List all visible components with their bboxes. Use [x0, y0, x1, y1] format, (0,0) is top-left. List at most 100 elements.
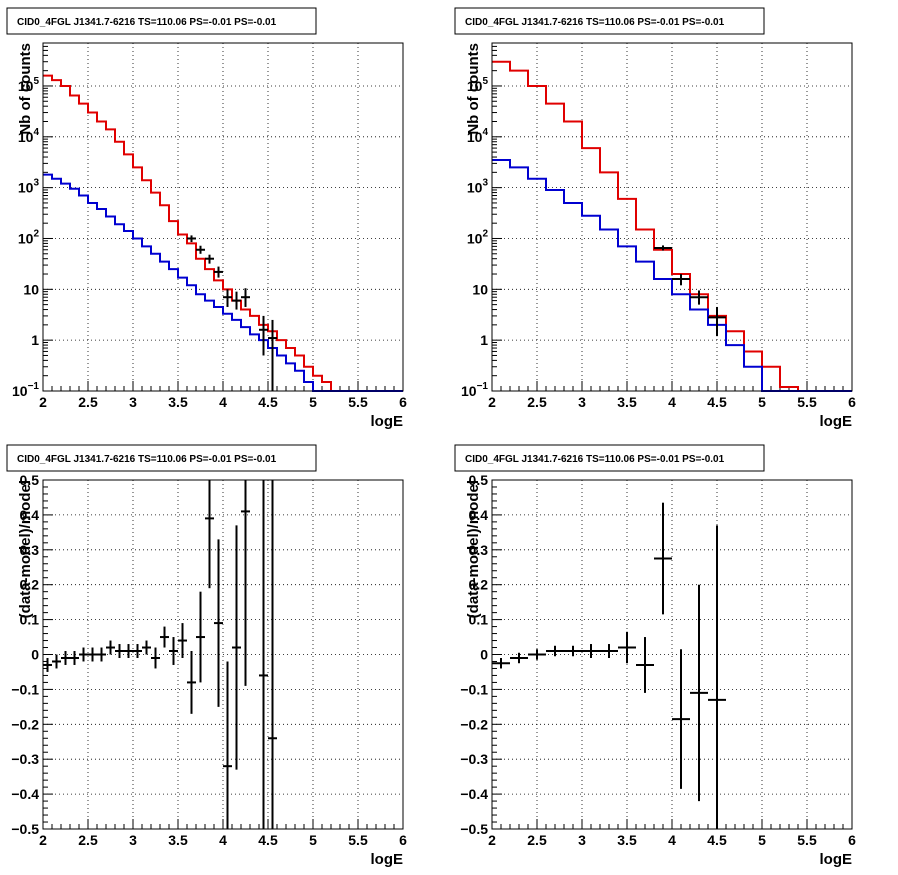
- residual-point: [690, 584, 708, 802]
- x-tick-label: 4.5: [707, 394, 727, 410]
- y-axis-label: Nb of counts: [17, 43, 34, 135]
- x-tick-label: 5: [758, 394, 766, 410]
- panel-4: CID0_4FGL J1341.7-6216 TS=110.06 PS=-0.0…: [454, 444, 856, 868]
- x-tick-label: 3.5: [617, 394, 637, 410]
- grid: [492, 480, 852, 829]
- data-point: [232, 291, 241, 310]
- residual-point: [259, 480, 268, 829]
- x-tick-label: 3: [578, 832, 586, 848]
- data-point: [672, 274, 690, 286]
- y-tick-label: 10: [472, 281, 488, 297]
- y-tick-label: −0.5: [11, 821, 39, 837]
- x-tick-label: 4.5: [258, 832, 278, 848]
- y-tick-label: 0.4: [469, 507, 489, 523]
- x-tick-label: 3: [129, 394, 137, 410]
- y-tick-label: 0.5: [469, 472, 489, 488]
- x-tick-label: 4.5: [258, 394, 278, 410]
- residual-point: [151, 647, 160, 669]
- residual-point: [88, 647, 97, 662]
- y-tick-label: 0: [31, 647, 39, 663]
- residual-point: [510, 652, 528, 664]
- x-tick-label: 6: [848, 832, 856, 848]
- residual-point: [492, 657, 510, 669]
- y-tick-label: −0.1: [460, 681, 488, 697]
- residual-point: [214, 539, 223, 707]
- series-1-histogram: [43, 74, 403, 392]
- panel-title: CID0_4FGL J1341.7-6216 TS=110.06 PS=-0.0…: [465, 17, 725, 28]
- title-box-frame: [6, 444, 317, 472]
- x-tick-label: 4: [219, 832, 227, 848]
- y-tick-label: 1: [31, 332, 39, 348]
- y-axis-label: (data-model)/model: [17, 480, 34, 618]
- x-tick-label: 2: [39, 394, 47, 410]
- data-point: [241, 288, 250, 307]
- x-axis-label: logE: [820, 413, 853, 430]
- x-tick-label: 2.5: [527, 832, 547, 848]
- x-axis-label: logE: [820, 851, 853, 868]
- title-box-frame: [454, 444, 765, 472]
- residual-point: [187, 651, 196, 714]
- y-tick-label: −0.2: [11, 716, 39, 732]
- x-tick-label: 4: [668, 832, 676, 848]
- x-tick-label: 4: [219, 394, 227, 410]
- series-2-histogram: [43, 173, 403, 392]
- residual-point: [196, 591, 205, 683]
- x-tick-label: 3: [578, 394, 586, 410]
- y-tick-label: 0.1: [469, 612, 489, 628]
- residual-point: [106, 640, 115, 655]
- residual-point: [97, 647, 106, 662]
- x-tick-label: 5: [309, 394, 317, 410]
- residual-point: [268, 480, 277, 829]
- residual-point: [115, 644, 124, 658]
- residual-point: [528, 649, 546, 660]
- x-tick-label: 5.5: [348, 394, 368, 410]
- y-tick-label: 0.3: [20, 542, 40, 558]
- residual-point: [223, 661, 232, 829]
- residual-point: [133, 644, 142, 658]
- y-tick-label: −0.5: [460, 821, 488, 837]
- x-tick-label: 3: [129, 832, 137, 848]
- y-tick-label: −0.4: [460, 786, 488, 802]
- panel-title: CID0_4FGL J1341.7-6216 TS=110.06 PS=-0.0…: [17, 454, 277, 465]
- y-tick-label: 10−1: [12, 381, 39, 399]
- x-tick-label: 5.5: [348, 832, 368, 848]
- x-tick-label: 5: [309, 832, 317, 848]
- panel-title: CID0_4FGL J1341.7-6216 TS=110.06 PS=-0.0…: [465, 454, 725, 465]
- plot-frame: [42, 479, 404, 830]
- data-point: [223, 289, 232, 307]
- panel-title-box: CID0_4FGL J1341.7-6216 TS=110.06 PS=-0.0…: [454, 7, 765, 35]
- x-tick-label: 2.5: [78, 832, 98, 848]
- residual-point: [546, 645, 564, 657]
- residual-point: [205, 480, 214, 589]
- data-point: [214, 266, 223, 278]
- y-tick-label: 10: [23, 281, 39, 297]
- data-point: [205, 254, 214, 264]
- residual-point: [672, 649, 690, 789]
- x-tick-label: 5.5: [797, 394, 817, 410]
- x-tick-label: 2.5: [527, 394, 547, 410]
- x-tick-label: 5.5: [797, 832, 817, 848]
- data-point: [259, 315, 268, 356]
- x-tick-label: 3.5: [168, 394, 188, 410]
- residual-points: [43, 480, 277, 829]
- panel-1: CID0_4FGL J1341.7-6216 TS=110.06 PS=-0.0…: [6, 7, 407, 430]
- x-tick-label: 3.5: [617, 832, 637, 848]
- x-tick-label: 6: [399, 394, 407, 410]
- x-axis-label: logE: [371, 851, 404, 868]
- y-tick-label: 102: [18, 228, 40, 246]
- residual-point: [169, 637, 178, 665]
- y-tick-labels: −0.5 −0.4 −0.3 −0.2 −0.1 0 0.1 0.2 0.3 0.4 0.5: [11, 472, 39, 837]
- y-tick-label: 0.3: [469, 542, 489, 558]
- residual-point: [43, 657, 52, 672]
- plot-frame: [42, 42, 404, 392]
- x-tick-labels: 2 2.5 3 3.5 4 4.5 5 5.5 6: [39, 394, 407, 410]
- y-tick-label: 104: [467, 127, 489, 145]
- x-tick-labels: 2 2.5 3 3.5 4 4.5 5 5.5 6: [488, 832, 856, 848]
- y-tick-label: 0: [480, 647, 488, 663]
- x-tick-labels: 2 2.5 3 3.5 4 4.5 5 5.5 6: [488, 394, 856, 410]
- residual-point: [708, 525, 726, 829]
- residual-point: [70, 651, 79, 665]
- y-tick-label: 0.5: [20, 472, 40, 488]
- y-tick-label: 103: [18, 178, 40, 196]
